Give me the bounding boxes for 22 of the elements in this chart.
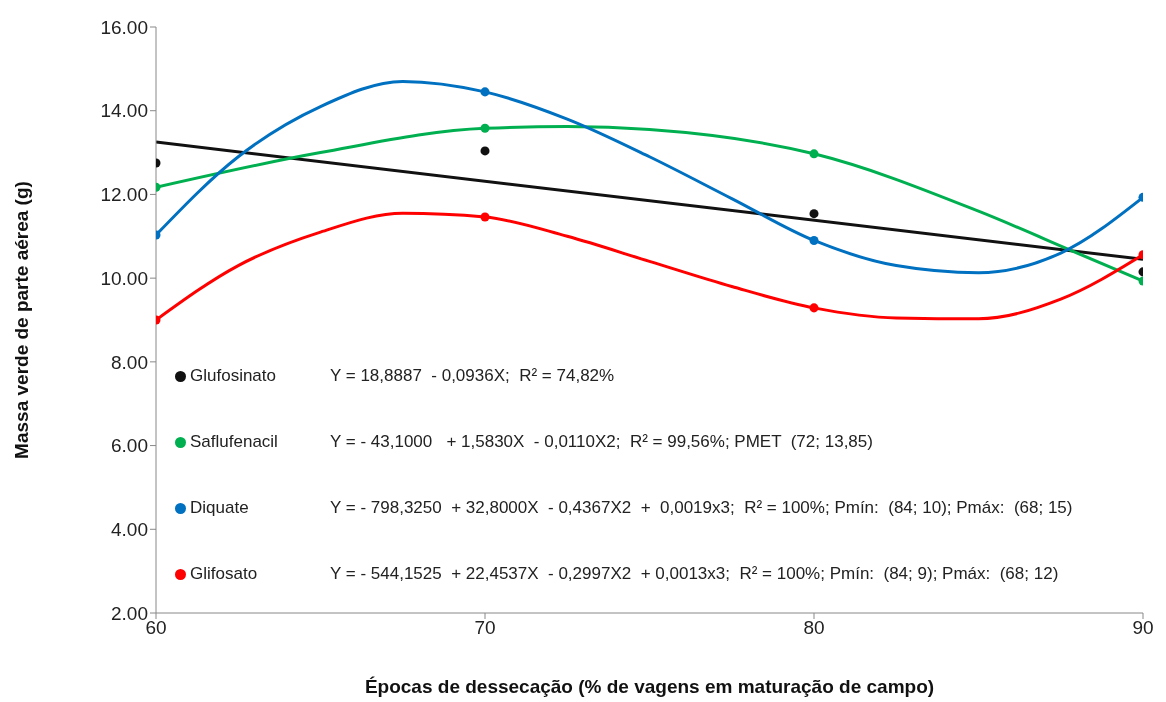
legend-label: Glufosinato xyxy=(190,366,277,386)
line-series xyxy=(156,79,1143,275)
annotation: Y = 18,8887 - 0,0936X; R² = 74,82% xyxy=(330,366,615,386)
y-tick-label: 14.00 xyxy=(100,100,148,122)
annotation: Y = - 544,1525 + 22,4537X - 0,2997X2 + 0,0013x3; R² = 100%; Pmín: (84; 9); Pmáx: (68; 12) xyxy=(330,564,1059,584)
legend-label: Diquate xyxy=(190,498,250,518)
y-tick-label: 10.00 xyxy=(100,267,148,289)
annotation: Y = - 43,1000 + 1,5830X - 0,0110X2; R² = 99,56%; PMET (72; 13,85) xyxy=(330,432,873,452)
y-tick-label: 16.00 xyxy=(100,16,148,38)
y-tick-label: 8.00 xyxy=(111,351,148,373)
x-tick-label: 90 xyxy=(1132,617,1154,639)
y-tick-label: 6.00 xyxy=(111,435,148,457)
y-axis-title: Massa verde de parte aérea (g) xyxy=(10,181,32,459)
x-axis-title: Épocas de dessecação (% de vagens em maturação de campo) xyxy=(364,676,935,697)
y-tick-label: 4.00 xyxy=(111,519,148,541)
legend-label: Saflufenacil xyxy=(190,432,279,452)
y-tick-label: 12.00 xyxy=(100,184,148,206)
x-tick-label: 80 xyxy=(803,617,825,639)
annotation: Y = - 798,3250 + 32,8000X - 0,4367X2 + 0,0019x3; R² = 100%; Pmín: (84; 10); Pmáx: (68; 15) xyxy=(330,498,1073,518)
y-tick-label: 2.00 xyxy=(111,602,148,624)
x-tick-label: 70 xyxy=(474,617,496,639)
legend-label: Glifosato xyxy=(190,564,259,584)
